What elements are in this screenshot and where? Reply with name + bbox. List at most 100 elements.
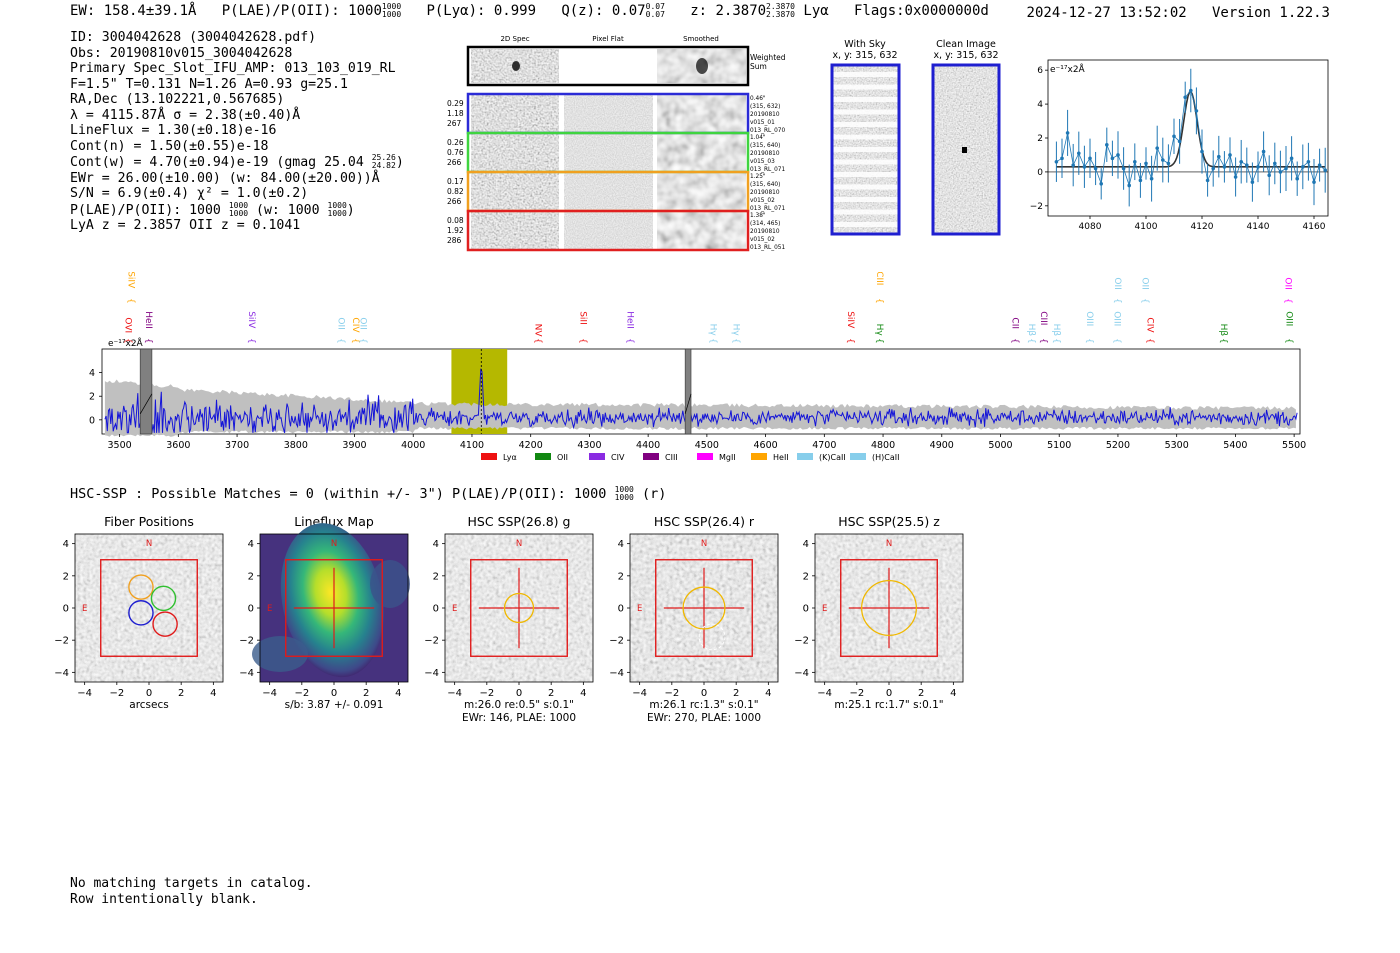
flux-side-blob <box>252 636 308 672</box>
line-label: Hβ{ <box>1051 324 1061 344</box>
compass-n: N <box>331 539 337 549</box>
line-label-text: HeII <box>625 311 635 329</box>
line-label-brace: { <box>1112 338 1122 344</box>
ew-value: EW: 158.4±39.1Å <box>70 3 197 19</box>
spec-xtick-label: 3800 <box>284 440 308 451</box>
zoom-ytick-label: 6 <box>1037 66 1043 76</box>
compass-n: N <box>701 539 707 549</box>
line-label: OIII { <box>1284 311 1294 344</box>
line-label-text: OIII <box>1284 311 1294 326</box>
cutout-right-value: (315, 640) <box>750 143 780 149</box>
panel-xtick-label: −2 <box>479 688 494 699</box>
info-plae-sub: 1000 <box>228 208 249 218</box>
z-value: z: 2.3870 <box>690 3 767 19</box>
cutout-left-value: 0.26 <box>447 138 464 147</box>
image-noise <box>75 534 223 682</box>
line-label-text: OII <box>1112 277 1122 289</box>
panel-xtick-label: 2 <box>363 688 369 699</box>
legend-label: CIV <box>611 453 625 462</box>
panel-ytick-label: 0 <box>248 604 254 615</box>
line-label-text: CIV <box>350 317 360 333</box>
line-label-text: Hγ <box>874 324 884 337</box>
z-sub: 2.3870 <box>766 10 795 19</box>
spec-xtick-label: 4700 <box>812 440 836 451</box>
line-label: OVI { <box>123 317 133 343</box>
spec-xtick-label: 4200 <box>519 440 543 451</box>
legend-label: MgII <box>719 453 736 462</box>
fiber-circle <box>152 611 178 637</box>
panel-xtick-label: −2 <box>849 688 864 699</box>
weighted-label-1: Weighted <box>750 53 786 62</box>
compass-n: N <box>516 539 522 549</box>
spec-xtick-label: 5100 <box>1047 440 1071 451</box>
line-label: SiIV { <box>126 272 136 304</box>
info-plae-sup: 1000 <box>228 200 249 210</box>
cutout-smoothed <box>657 173 746 210</box>
line-label: Hβ{ <box>1218 324 1228 344</box>
panel-g: HSC SSP(26.8) g N E 4 −4 2 −2 0 0 −2 2 −4 4 m:26.0 re… <box>424 514 594 724</box>
spec-xtick-label: 5400 <box>1223 440 1247 451</box>
cutout-left-value: 0.29 <box>447 99 464 108</box>
sky-stripe <box>832 84 899 90</box>
cutout-left-value: 0.82 <box>447 187 464 196</box>
line-label-text: OII <box>1282 277 1292 289</box>
compass-e: E <box>452 604 457 614</box>
line-labels: SiIV{OVI{HeII{SiIV{OII{CIV{OII{NV{SiII{H… <box>123 272 1294 344</box>
zoom-xtick-label: 4080 <box>1079 222 1102 232</box>
spec-xtick-label: 3500 <box>108 440 132 451</box>
zoom-xtick-label: 4140 <box>1247 222 1270 232</box>
zoom-x-axis: 4080 4100 4120 4140 4160 <box>1079 216 1326 232</box>
compass-n: N <box>146 539 152 549</box>
panel-title: HSC SSP(25.5) z <box>838 514 940 529</box>
line-label: OII { <box>1140 277 1150 303</box>
line-label-brace: { <box>358 338 368 344</box>
hsc-sub: 1000 <box>614 493 634 502</box>
line-label: HeII { <box>625 311 635 344</box>
panel-xtick-label: 2 <box>548 688 554 699</box>
source-aperture <box>503 592 535 624</box>
cutout-2d <box>471 134 559 171</box>
cutout-right-value: 013_RL_071 <box>750 206 785 212</box>
plae-w-sup: 1000 <box>327 200 347 210</box>
line-label-text: SiII <box>578 311 588 325</box>
sky-stripe <box>832 209 899 215</box>
panel-xtick-label: 0 <box>516 688 522 699</box>
source-aperture <box>861 580 917 636</box>
panel-z: HSC SSP(25.5) z N E 4 −4 2 −2 0 0 −2 2 −4 4 m:25.1 rc… <box>794 514 964 711</box>
cutout-right-value: 013_RL_070 <box>750 128 785 134</box>
plae-value: P(LAE)/P(OII): 1000 <box>221 3 382 19</box>
line-fit-plot: e⁻¹⁷x2Å 6 4 2 0 −2 4080 4100 4120 4140 4160 <box>1030 59 1329 232</box>
panel-ytick-label: 2 <box>433 571 439 582</box>
with-sky-title: With Sky <box>844 39 886 50</box>
legend-label: (K)CaII <box>819 453 846 462</box>
fiber-cutouts: 2D Spec Pixel Flat Smoothed Weighted Sum… <box>447 35 786 252</box>
cutout-smoothed <box>657 212 746 249</box>
spectrum-legend: Lyα OII CIV CIII MgII HeII (K)CaII (H)CaII <box>481 453 899 462</box>
spec-xtick-label: 4300 <box>577 440 601 451</box>
panel-caption: s/b: 3.87 +/- 0.091 <box>285 699 384 711</box>
legend-label: CIII <box>665 453 678 462</box>
line-label-text: Hγ <box>708 324 718 337</box>
cutout-right-value: 1.38" <box>750 213 766 219</box>
panel-ytick-label: 2 <box>63 571 69 582</box>
panel-xtick-label: 2 <box>733 688 739 699</box>
zoom-unit: e⁻¹⁷x2Å <box>1050 63 1086 75</box>
qz-sup: 0.07 <box>645 2 665 11</box>
legend-label: (H)CaII <box>872 453 899 462</box>
info-lineflux: LineFlux = 1.30(±0.18)e-16 <box>70 123 277 138</box>
cutout-left-value: 266 <box>447 197 462 206</box>
line-label-brace: { <box>578 338 588 344</box>
panel-ytick-label: 2 <box>803 571 809 582</box>
panel-ytick-label: −2 <box>794 636 809 647</box>
plae-w-sub: 1000 <box>327 208 347 218</box>
line-label-text: OII <box>1140 277 1150 289</box>
spectrum-unit: e⁻¹⁷x2Å <box>108 337 144 349</box>
sky-stripe <box>832 97 899 102</box>
cutout-left-value: 0.76 <box>447 148 464 157</box>
line-label-text: SiIV <box>126 272 136 289</box>
cutout-flat <box>564 95 653 132</box>
cutout-right-value: 20190810 <box>750 229 780 235</box>
line-label-text: OIII <box>1084 311 1094 326</box>
masked-region <box>139 348 153 435</box>
